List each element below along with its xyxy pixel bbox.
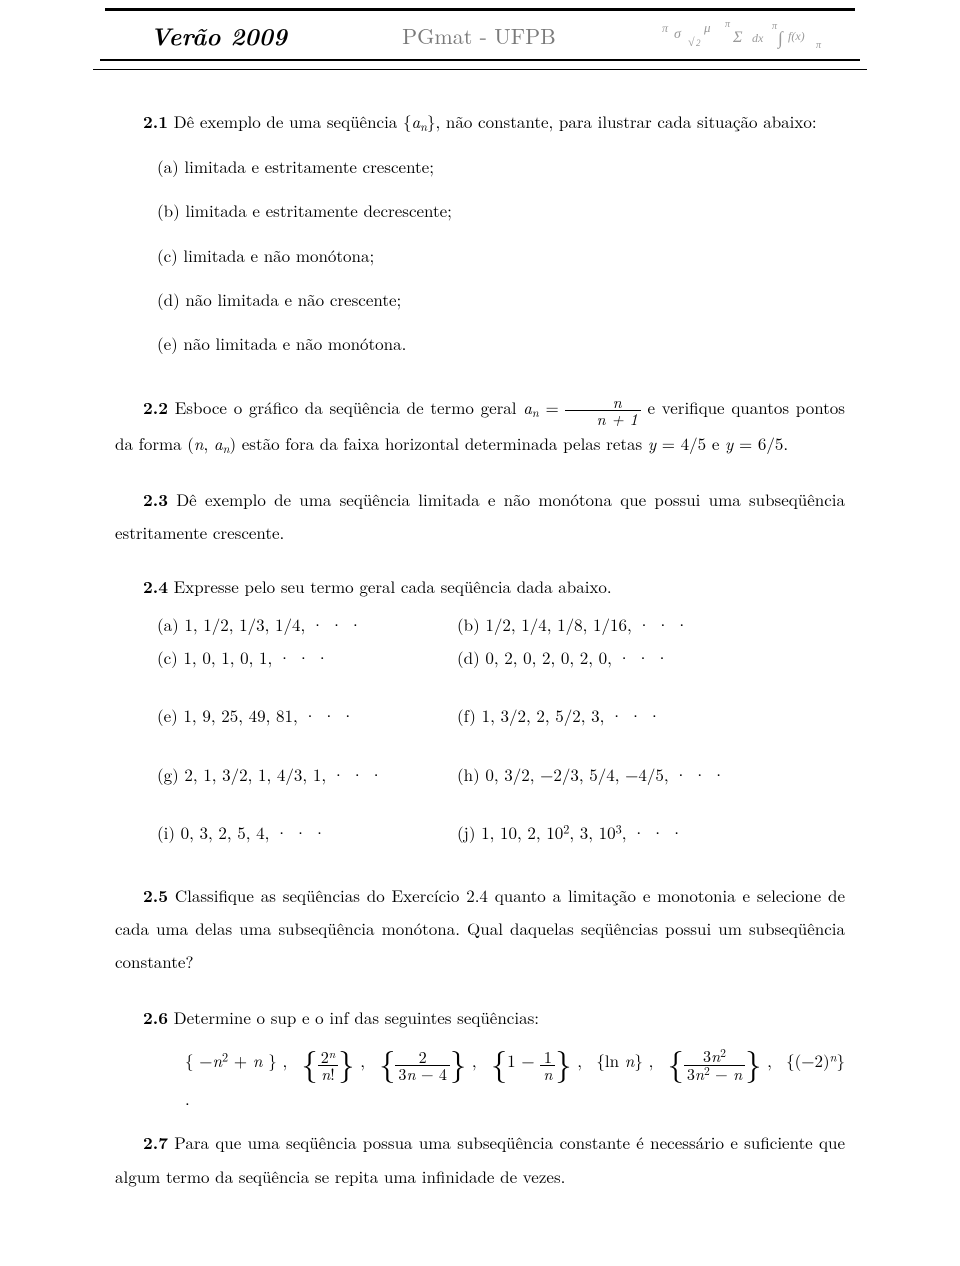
ex-2-4-e: (e) 1, 9, 25, 49, 81, · · ·	[157, 686, 457, 744]
ex-2-1-d: (d) não limitada e não crescente;	[157, 277, 845, 321]
ex-2-6-sequences: { −n2 + n } , {2nn!} , {23n − 4} , {1 − …	[185, 1044, 845, 1114]
ex-2-4-c: (c) 1, 0, 1, 0, 1, · · ·	[157, 641, 457, 686]
header-right: PGmat - UFPB	[287, 20, 960, 51]
ex-2-4-h: (h) 0, 3/2, −2/3, 5/4, −4/5, · · ·	[457, 745, 845, 803]
svg-text:dx: dx	[752, 31, 764, 45]
content: 2.1 Dê exemplo de uma seqüência {an}, nã…	[115, 105, 845, 1192]
rule-bottom	[93, 69, 867, 70]
header-decoration: π σ √ 2 μ π Σ dx π ∫ f(x) π	[660, 14, 840, 54]
page-header: Verão 2009 PGmat - UFPB π σ √ 2 μ π Σ dx…	[0, 8, 960, 70]
svg-text:Σ: Σ	[732, 29, 743, 46]
ex-2-5: 2.5 Classifique as seqüências do Exercíc…	[115, 879, 845, 977]
svg-text:π: π	[725, 19, 731, 30]
ex-2-2-frac-den: n + 1	[565, 411, 640, 427]
ex-2-3: 2.3 Dê exemplo de uma seqüência limitada…	[115, 483, 845, 549]
ex-2-7: 2.7 Para que uma seqüência possua uma su…	[115, 1126, 845, 1192]
ex-2-1-lead: 2.1 Dê exemplo de uma seqüência {an}, nã…	[115, 105, 845, 138]
ex-2-2: 2.2 Esboce o gráfico da seqüência de ter…	[115, 391, 845, 460]
svg-text:∫: ∫	[777, 28, 784, 49]
ex-2-4-i: (i) 0, 3, 2, 5, 4, · · ·	[157, 803, 457, 861]
ex-2-4-d: (d) 0, 2, 0, 2, 0, 2, 0, · · ·	[457, 641, 845, 686]
svg-text:π: π	[662, 21, 669, 35]
ex-2-4-g: (g) 2, 1, 3/2, 1, 4/3, 1, · · ·	[157, 745, 457, 803]
ex-2-4-table: (a) 1, 1/2, 1/3, 1/4, · · · (b) 1/2, 1/4…	[157, 608, 845, 861]
ex-2-4-f: (f) 1, 3/2, 2, 5/2, 3, · · ·	[457, 686, 845, 744]
svg-text:σ: σ	[674, 27, 682, 42]
ex-2-6-lead: 2.6 Determine o sup e o inf das seguinte…	[115, 1001, 845, 1034]
ex-2-1-e: (e) não limitada e não monótona.	[157, 321, 845, 365]
svg-text:π: π	[816, 40, 822, 51]
ex-2-1-list: (a) limitada e estritamente crescente; (…	[157, 144, 845, 365]
header-left: Verão 2009	[0, 18, 287, 53]
rule-mid	[100, 59, 860, 61]
svg-text:μ: μ	[703, 20, 711, 35]
ex-2-1-b: (b) limitada e estritamente decrescente;	[157, 188, 845, 232]
ex-2-1-c: (c) limitada e não monótona;	[157, 233, 845, 277]
page: Verão 2009 PGmat - UFPB π σ √ 2 μ π Σ dx…	[0, 8, 960, 1266]
svg-text:2: 2	[696, 38, 701, 48]
ex-2-1-a: (a) limitada e estritamente crescente;	[157, 144, 845, 188]
svg-text:√: √	[688, 35, 695, 49]
ex-2-4-lead: 2.4 Expresse pelo seu termo geral cada s…	[115, 570, 845, 603]
ex-2-4-j: (j) 1, 10, 2, 102, 3, 103, · · ·	[457, 803, 845, 861]
svg-text:f(x): f(x)	[788, 29, 805, 43]
rule-top	[105, 8, 855, 11]
